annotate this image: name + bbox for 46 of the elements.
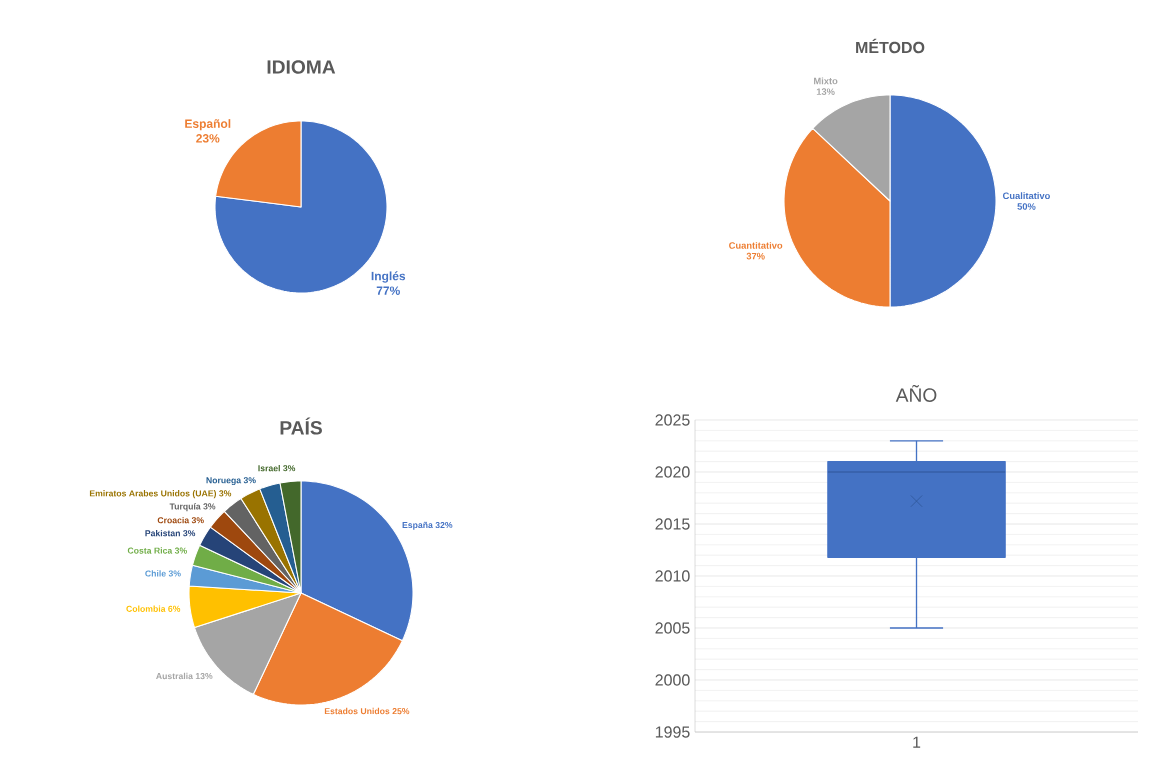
slice-label: Cuantitativo <box>729 241 783 249</box>
data-label: 77% <box>376 286 400 295</box>
data-label: 32% <box>435 521 453 529</box>
y-tick-label: 2020 <box>655 466 690 478</box>
slice-label: España <box>402 521 433 530</box>
slice-label: Australia <box>156 672 193 680</box>
data-label: 37% <box>746 252 765 260</box>
data-label: 3% <box>183 530 196 537</box>
y-tick-label: 2010 <box>655 570 690 582</box>
data-label: 6% <box>168 605 181 612</box>
slice-label: Mixto <box>814 77 838 85</box>
y-tick-label: 1995 <box>655 726 690 738</box>
slice-label: Inglés <box>371 271 406 283</box>
slice-label: Costa Rica <box>127 547 173 554</box>
data-label: 3% <box>168 570 181 577</box>
slice-label: Chile <box>145 570 166 577</box>
chart-title: IDIOMA <box>267 60 336 74</box>
slice-label: Español <box>185 119 231 131</box>
x-tick-label: 1 <box>913 736 921 748</box>
y-tick-label: 2015 <box>655 518 690 530</box>
slice-label: Pakistan <box>145 529 180 537</box>
chart-title: MÉTODO <box>856 38 925 54</box>
slice-label: Emiratos Arabes Unidos (UAE) <box>89 490 217 499</box>
data-label: 3% <box>243 477 256 484</box>
chart-title: AÑO <box>895 384 937 402</box>
data-label: 13% <box>195 673 213 680</box>
data-label: 13% <box>816 88 835 95</box>
data-label: 23% <box>196 134 220 143</box>
slice-label: Cualitativo <box>1002 192 1050 200</box>
chart-title: PAÍS <box>280 417 322 435</box>
slice-label: Noruega <box>206 477 242 486</box>
data-label: 25% <box>392 708 410 715</box>
y-tick-label: 2000 <box>655 674 690 686</box>
y-tick-label: 2025 <box>655 414 690 426</box>
data-label: 3% <box>191 517 204 524</box>
slice-label: Turquía <box>169 503 201 512</box>
data-label: 50% <box>1017 203 1036 210</box>
data-label: 3% <box>203 503 216 510</box>
y-tick-label: 2005 <box>655 622 690 634</box>
slice-label: Colombia <box>126 605 166 612</box>
slice-label: Estados Unidos <box>324 707 390 715</box>
data-label: 3% <box>219 490 232 497</box>
data-label: 3% <box>283 465 296 472</box>
slice-label: Croacia <box>157 516 190 524</box>
data-label: 3% <box>174 547 187 554</box>
slice-label: Israel <box>258 464 280 472</box>
